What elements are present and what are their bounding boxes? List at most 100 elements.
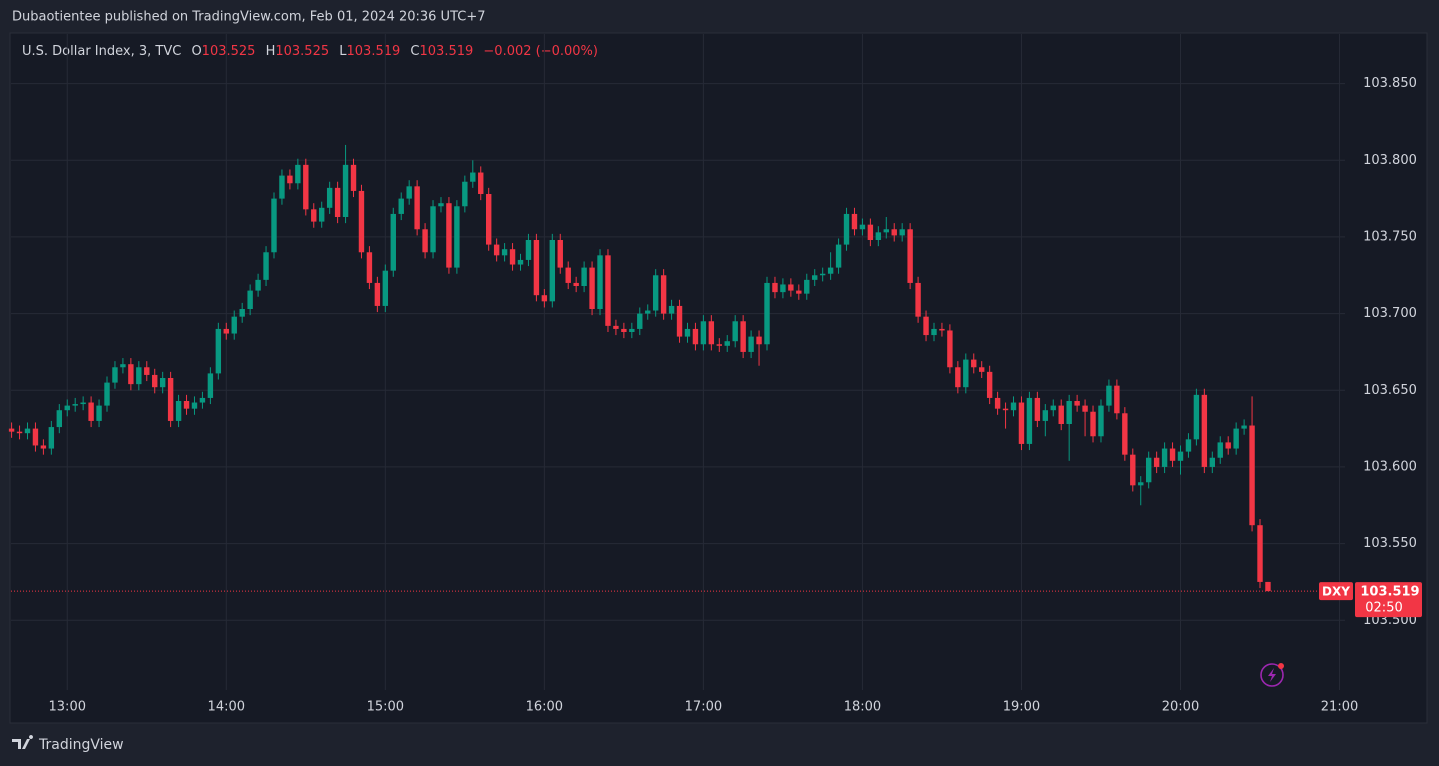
- last-price: 103.519: [1360, 585, 1419, 600]
- candle-body: [422, 229, 428, 253]
- candle-body: [1265, 581, 1271, 592]
- candle-body: [637, 313, 643, 329]
- candle-body: [668, 305, 675, 314]
- x-tick-label: 15:00: [367, 700, 404, 715]
- candle-body: [581, 267, 587, 286]
- candle-body: [947, 330, 953, 368]
- candle-body: [724, 341, 730, 346]
- candle-body: [406, 186, 412, 199]
- c-value: 103.519: [420, 44, 474, 59]
- candle-body: [493, 244, 500, 256]
- candle-body: [1042, 410, 1049, 421]
- candle-body: [843, 213, 850, 245]
- candle-body: [80, 402, 86, 405]
- candle-body: [652, 275, 659, 311]
- candle-body: [438, 203, 444, 207]
- candle-body: [605, 255, 611, 326]
- candle-body: [525, 240, 532, 260]
- candle-body: [287, 175, 293, 184]
- candle-body: [684, 328, 691, 337]
- candle-body: [223, 328, 229, 334]
- candle-body: [1026, 397, 1033, 444]
- candle-body: [398, 198, 404, 214]
- y-tick-label: 103.850: [1363, 76, 1417, 91]
- candle-body: [875, 232, 882, 240]
- candle-body: [191, 402, 198, 409]
- candle-body: [827, 267, 834, 274]
- candle-body: [629, 328, 635, 332]
- candle-body: [716, 344, 722, 346]
- ticker-box: [1319, 582, 1353, 601]
- icon-circle: [1260, 663, 1284, 687]
- candle-body: [1161, 448, 1168, 467]
- candle-body: [533, 240, 540, 296]
- candle-body: [748, 336, 754, 352]
- candle-body: [88, 402, 94, 421]
- publisher: Dubaotientee published on TradingView.co…: [12, 10, 486, 25]
- candle-body: [1114, 385, 1120, 414]
- candle-body: [24, 428, 31, 434]
- plot-frame: [9, 32, 1428, 724]
- h-label: H: [266, 44, 276, 59]
- candles: [8, 144, 1271, 592]
- candle-body: [541, 295, 548, 302]
- candle-body: [462, 181, 468, 207]
- candle-body: [963, 359, 969, 388]
- candle-body: [613, 325, 619, 329]
- candle-body: [430, 206, 436, 253]
- candle-body: [199, 397, 206, 403]
- candle-body: [239, 309, 245, 317]
- candle-body: [740, 321, 746, 352]
- candle-body: [358, 190, 365, 253]
- candle-body: [788, 284, 794, 291]
- candle-body: [255, 279, 261, 291]
- icon-dot: [1278, 663, 1284, 669]
- candle-body: [1169, 448, 1176, 461]
- candle-body: [374, 282, 381, 306]
- candle-body: [1145, 457, 1152, 483]
- candle-body: [152, 374, 158, 388]
- candle-body: [978, 367, 985, 372]
- candle-body: [867, 224, 874, 240]
- change: −0.002 (−0.00%): [483, 44, 598, 59]
- candle-body: [342, 164, 349, 217]
- candle-body: [334, 187, 341, 217]
- candle-body: [485, 194, 492, 245]
- candle-body: [1153, 457, 1160, 467]
- lightning-icon: [1260, 663, 1284, 687]
- candle-body: [112, 367, 118, 383]
- candle-body: [780, 284, 786, 293]
- o-label: O: [191, 44, 201, 59]
- candle-body: [207, 373, 214, 398]
- y-tick-label: 103.700: [1363, 306, 1417, 321]
- candle-body: [509, 249, 516, 265]
- price-box: [1355, 582, 1422, 618]
- candle-body: [804, 279, 810, 294]
- candle-body: [382, 270, 389, 306]
- o-value: 103.525: [202, 44, 256, 59]
- candle-body: [1249, 425, 1255, 526]
- candle-body: [64, 405, 70, 411]
- y-tick-label: 103.600: [1363, 459, 1417, 474]
- candle-body: [136, 367, 142, 385]
- candle-body: [597, 255, 603, 309]
- candle-body: [390, 213, 396, 271]
- candle-body: [931, 328, 937, 336]
- candle-body: [764, 282, 770, 345]
- logo-icon: [12, 735, 34, 749]
- candle-body: [40, 445, 47, 449]
- symbol: U.S. Dollar Index, 3, TVC: [22, 44, 181, 59]
- candle-body: [120, 364, 126, 368]
- candle-body: [1233, 428, 1239, 449]
- candle-body: [1177, 451, 1184, 461]
- candle-body: [1225, 442, 1231, 449]
- candle-body: [1185, 439, 1192, 452]
- candle-body: [1010, 402, 1017, 411]
- candle-body: [1074, 401, 1080, 406]
- candle-body: [350, 164, 357, 191]
- candle-body: [1209, 457, 1216, 467]
- candle-body: [971, 359, 977, 368]
- candle-body: [56, 410, 63, 428]
- candle-body: [295, 164, 301, 184]
- x-tick-label: 20:00: [1162, 700, 1199, 715]
